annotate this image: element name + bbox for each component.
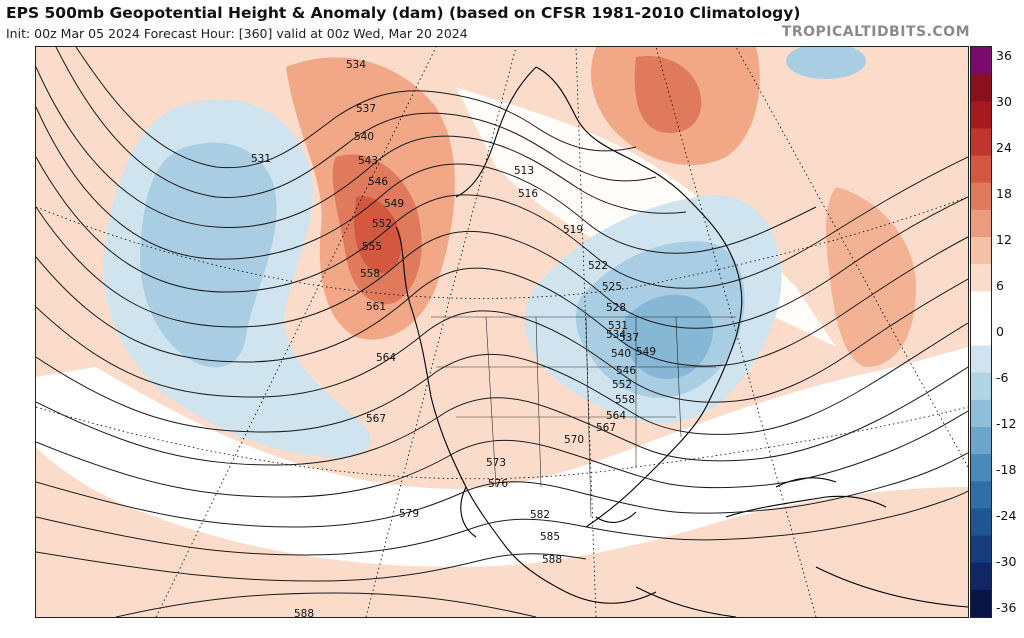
colorbar-swatches [971, 47, 991, 618]
height-contours [35, 46, 969, 618]
contour-label: 549 [384, 198, 404, 210]
contour-label: 570 [564, 434, 584, 446]
colorbar-swatch [971, 589, 991, 618]
cold-anomaly-arctic [786, 43, 866, 79]
colorbar-swatch [971, 47, 991, 75]
contour-label: 534 [346, 59, 366, 71]
colorbar-swatch [971, 562, 991, 591]
contour-label: 516 [518, 188, 538, 200]
colorbar-swatch [971, 372, 991, 401]
contour-label: 555 [362, 241, 382, 253]
contour-label: 537 [619, 332, 639, 344]
contour-label: 540 [354, 131, 374, 143]
contour-label: 558 [360, 268, 380, 280]
coastlines [395, 66, 969, 618]
colorbar-swatch [971, 535, 991, 564]
colorbar-swatch [971, 237, 991, 265]
contour-label: 549 [636, 346, 656, 358]
map-canvas: 531 534 537 540 543 546 549 552 555 558 … [35, 43, 969, 620]
contour-label: 588 [294, 608, 314, 617]
colorbar-tick-label: 6 [996, 278, 1004, 293]
colorbar-swatch [971, 481, 991, 509]
colorbar-tick-label: 36 [996, 48, 1012, 63]
contour-label: 552 [372, 218, 392, 230]
colorbar-swatch [971, 508, 991, 537]
contour-label: 540 [611, 348, 631, 360]
contour-label: 522 [588, 260, 608, 272]
colorbar-tick-label: -12 [996, 416, 1017, 431]
contour-label: 543 [358, 155, 378, 167]
contour-label: 567 [366, 413, 386, 425]
colorbar-swatch [971, 101, 991, 129]
graticule [35, 46, 969, 618]
cold-anomaly-pacific-core [140, 142, 277, 368]
colorbar-swatch [971, 399, 991, 428]
colorbar-tick-label: 24 [996, 140, 1012, 155]
contour-label: 537 [356, 103, 376, 115]
colorbar-tick-label: -6 [996, 370, 1009, 385]
colorbar-swatch [971, 74, 991, 102]
map-title: EPS 500mb Geopotential Height & Anomaly … [6, 4, 801, 22]
colorbar-tick-label: 0 [996, 324, 1004, 339]
contour-label: 564 [376, 352, 396, 364]
contour-label: 573 [486, 457, 506, 469]
colorbar-tick-label: -18 [996, 462, 1017, 477]
colorbar-swatch [971, 345, 991, 374]
brand-watermark: TROPICALTIDBITS.COM [781, 24, 970, 40]
colorbar-tick-label: 18 [996, 186, 1012, 201]
contour-label: 582 [530, 509, 550, 521]
contour-label: 567 [596, 422, 616, 434]
colorbar [970, 46, 992, 618]
contour-label: 528 [606, 302, 626, 314]
colorbar-swatch [971, 128, 991, 157]
contour-label: 531 [251, 153, 271, 165]
colorbar-tick-label: -36 [996, 600, 1017, 615]
contour-label: 531 [608, 320, 628, 332]
colorbar-swatch [971, 427, 991, 455]
colorbar-swatch [971, 454, 991, 482]
contour-label: 513 [514, 165, 534, 177]
contour-label: 525 [602, 281, 622, 293]
colorbar-swatch [971, 209, 991, 238]
colorbar-tick-label: 30 [996, 94, 1012, 109]
anomaly-map: 531 534 537 540 543 546 549 552 555 558 … [35, 43, 969, 620]
warm-anomaly-atlantic [826, 187, 916, 367]
contour-label: 561 [366, 301, 386, 313]
contour-label: 579 [399, 508, 419, 520]
contour-label: 564 [606, 410, 626, 422]
colorbar-swatch [971, 264, 991, 292]
contour-label: 534 [606, 329, 626, 341]
colorbar-tick-label: 12 [996, 232, 1012, 247]
colorbar-tick-label: -24 [996, 508, 1017, 523]
contour-label: 585 [540, 531, 560, 543]
state-borders [431, 316, 736, 518]
colorbar-tick-label: -30 [996, 554, 1017, 569]
contour-label: 552 [612, 379, 632, 391]
contour-label: 519 [563, 224, 583, 236]
colorbar-swatch [971, 291, 991, 319]
warm-anomaly-greenland-core [634, 56, 702, 133]
contour-label: 546 [368, 176, 388, 188]
colorbar-swatch [971, 182, 991, 211]
colorbar-swatch [971, 318, 991, 347]
map-subtitle: Init: 00z Mar 05 2024 Forecast Hour: [36… [6, 26, 468, 41]
contour-labels: 531 534 537 540 543 546 549 552 555 558 … [251, 59, 656, 620]
colorbar-swatch [971, 155, 991, 184]
contour-label: 576 [488, 478, 508, 490]
warm-anomaly-west-core [354, 196, 402, 273]
contour-label: 546 [616, 365, 636, 377]
contour-label: 558 [615, 394, 635, 406]
cold-anomaly-east-core [622, 294, 714, 380]
contour-label: 588 [542, 554, 562, 566]
